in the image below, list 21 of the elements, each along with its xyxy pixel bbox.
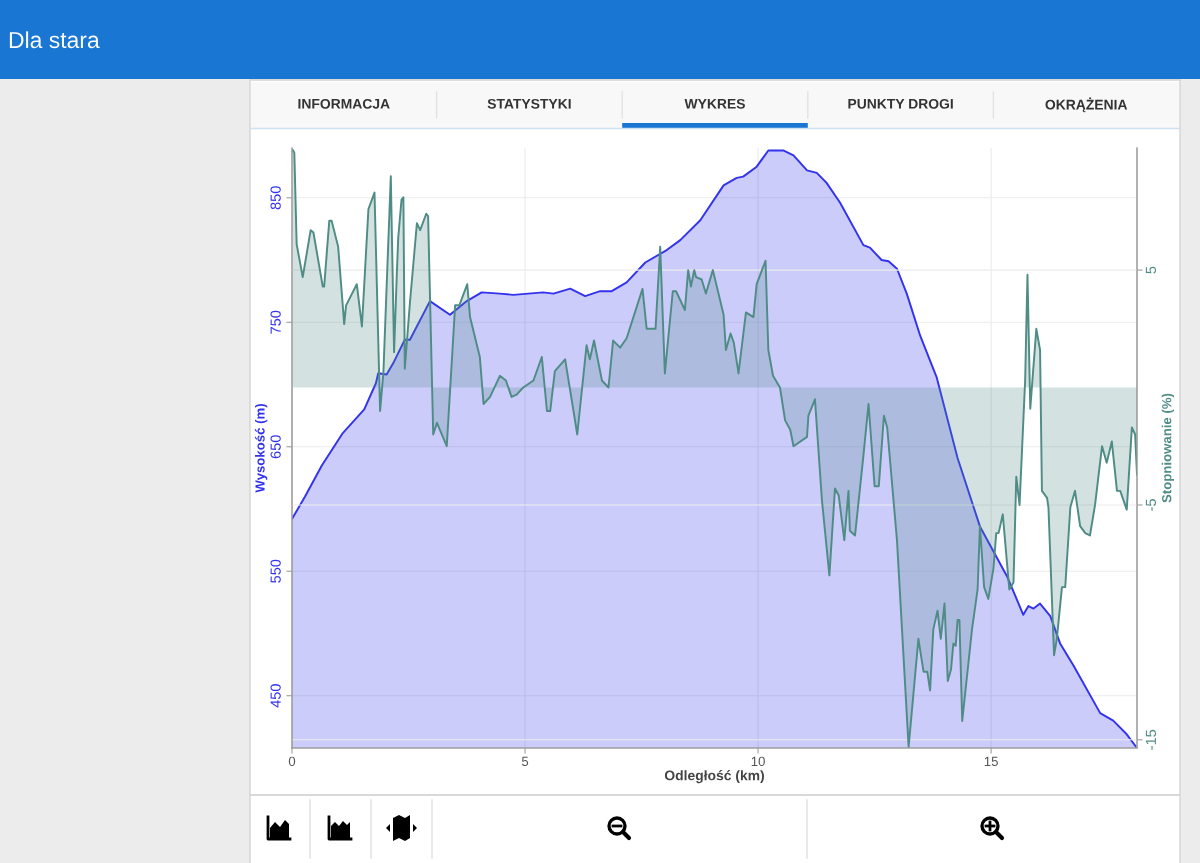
- x-tick-label: 5: [521, 756, 529, 767]
- y-tick-label: 750: [270, 310, 281, 334]
- text: STATYSTYKI: [487, 98, 571, 109]
- text: WYKRES: [684, 98, 745, 109]
- x-axis-title: Odległość (km): [664, 770, 764, 784]
- y2-axis-title: Stopniowanie (%): [1161, 393, 1175, 503]
- x-tick-label: 0: [288, 756, 296, 767]
- y2-tick-label: -15: [1145, 729, 1157, 750]
- text: INFORMACJA: [298, 98, 390, 109]
- y-tick-label: 550: [270, 559, 281, 583]
- x-tick-label: 15: [984, 756, 998, 767]
- y-tick-label: 650: [270, 435, 281, 459]
- text: OKRĄŻENIA: [1045, 97, 1128, 113]
- text: PUNKTY DROGI: [848, 98, 953, 109]
- y2-tick-label: -5: [1145, 499, 1157, 511]
- y-tick-label: 450: [270, 684, 281, 708]
- y-axis-title: Wysokość (m): [254, 404, 268, 493]
- x-tick-label: 10: [751, 756, 765, 767]
- y-tick-label: 850: [270, 186, 281, 210]
- y2-tick-label: 5: [1145, 266, 1157, 274]
- text: Dla stara: [9, 31, 100, 49]
